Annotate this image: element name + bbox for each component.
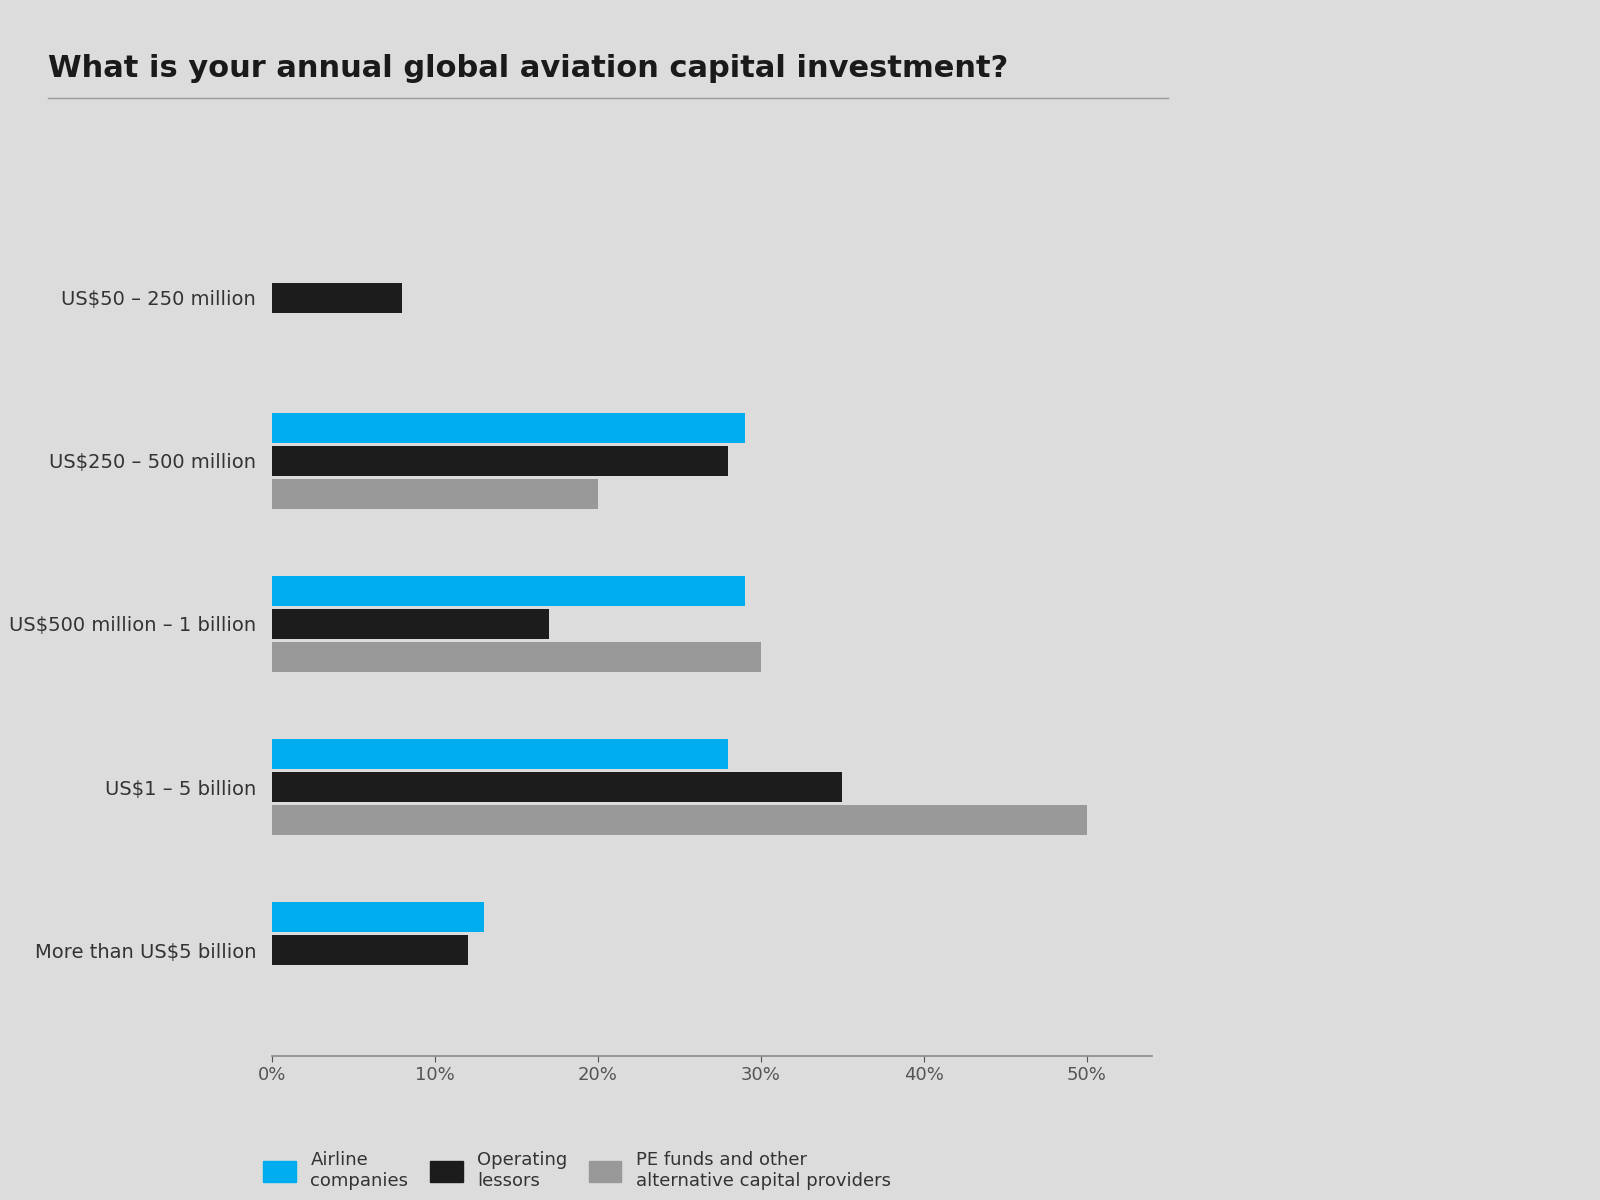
Bar: [272, 739, 728, 769]
Bar: [272, 610, 549, 638]
Bar: [272, 805, 1086, 835]
Bar: [272, 902, 483, 932]
Bar: [272, 576, 744, 606]
Bar: [272, 642, 762, 672]
Bar: [272, 413, 744, 443]
Bar: [272, 283, 402, 313]
Bar: [272, 772, 842, 802]
Legend: Airline
companies, Operating
lessors, PE funds and other
alternative capital pro: Airline companies, Operating lessors, PE…: [264, 1152, 891, 1190]
Bar: [272, 935, 467, 965]
Bar: [272, 479, 598, 509]
Bar: [272, 446, 728, 476]
Text: What is your annual global aviation capital investment?: What is your annual global aviation capi…: [48, 54, 1008, 83]
